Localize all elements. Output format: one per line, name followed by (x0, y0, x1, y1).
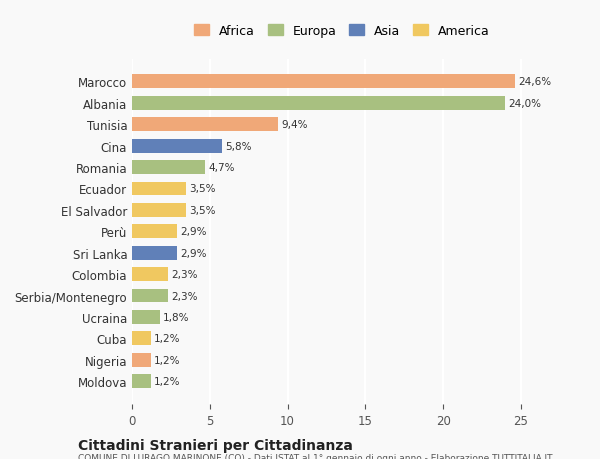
Text: 2,9%: 2,9% (180, 227, 207, 237)
Text: 9,4%: 9,4% (281, 120, 308, 130)
Legend: Africa, Europa, Asia, America: Africa, Europa, Asia, America (191, 21, 493, 42)
Bar (132, 182, 187, 196)
Bar (132, 268, 168, 281)
Bar (132, 97, 505, 111)
Text: 1,8%: 1,8% (163, 312, 190, 322)
Text: COMUNE DI LURAGO MARINONE (CO) - Dati ISTAT al 1° gennaio di ogni anno - Elabora: COMUNE DI LURAGO MARINONE (CO) - Dati IS… (78, 453, 553, 459)
Text: 2,9%: 2,9% (180, 248, 207, 258)
Bar (132, 246, 177, 260)
Bar (132, 140, 222, 153)
Text: 4,7%: 4,7% (208, 163, 235, 173)
Text: 3,5%: 3,5% (190, 184, 216, 194)
Bar (132, 75, 515, 89)
Text: 5,8%: 5,8% (226, 141, 252, 151)
Bar (132, 375, 151, 388)
Text: 1,2%: 1,2% (154, 355, 180, 365)
Bar (132, 289, 168, 303)
Text: 2,3%: 2,3% (171, 291, 197, 301)
Text: 2,3%: 2,3% (171, 269, 197, 280)
Text: 1,2%: 1,2% (154, 376, 180, 386)
Text: Cittadini Stranieri per Cittadinanza: Cittadini Stranieri per Cittadinanza (78, 438, 353, 452)
Bar (132, 353, 151, 367)
Bar (132, 225, 177, 239)
Bar (132, 203, 187, 218)
Bar (132, 118, 278, 132)
Bar (132, 310, 160, 324)
Text: 24,0%: 24,0% (508, 99, 541, 109)
Bar (132, 332, 151, 346)
Text: 1,2%: 1,2% (154, 334, 180, 344)
Text: 3,5%: 3,5% (190, 206, 216, 215)
Bar (132, 161, 205, 175)
Text: 24,6%: 24,6% (518, 77, 551, 87)
